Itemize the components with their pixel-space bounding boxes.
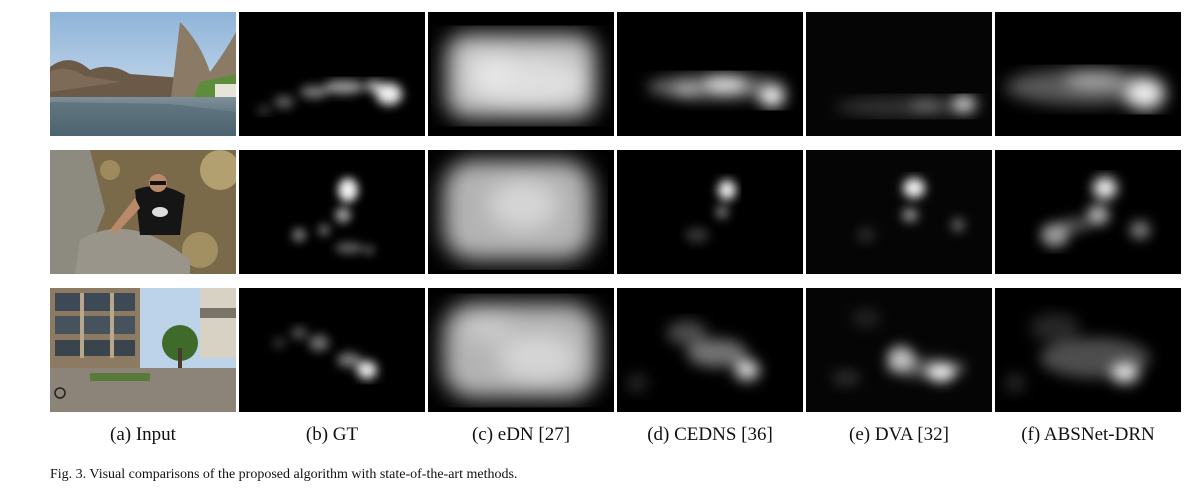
edn-saliency-river (428, 12, 614, 136)
column-label-edn: (c) eDN [27] (471, 424, 571, 445)
edn-saliency-campus (428, 288, 614, 412)
cedns-saliency-river (617, 12, 803, 136)
cedns-saliency-climber (617, 150, 803, 274)
absnet-saliency-climber (995, 150, 1181, 274)
dva-saliency-campus (806, 288, 992, 412)
gt-saliency-climber (239, 150, 425, 274)
column-label-cedns: (d) CEDNS [36] (647, 424, 773, 445)
input-image-climber (50, 150, 236, 274)
gt-saliency-campus (239, 288, 425, 412)
input-image-campus (50, 288, 236, 412)
dva-saliency-river (806, 12, 992, 136)
column-label-absnet: (f) ABSNet-DRN (1021, 424, 1155, 445)
absnet-saliency-campus (995, 288, 1181, 412)
dva-saliency-climber (806, 150, 992, 274)
column-label-dva: (e) DVA [32] (849, 424, 949, 445)
figure-caption: Fig. 3. Visual comparisons of the propos… (50, 467, 518, 482)
column-label-gt: (b) GT (305, 424, 359, 445)
absnet-saliency-river (995, 12, 1181, 136)
gt-saliency-river (239, 12, 425, 136)
edn-saliency-climber (428, 150, 614, 274)
input-image-river (50, 12, 236, 136)
cedns-saliency-campus (617, 288, 803, 412)
column-label-input: (a) Input (110, 424, 176, 445)
